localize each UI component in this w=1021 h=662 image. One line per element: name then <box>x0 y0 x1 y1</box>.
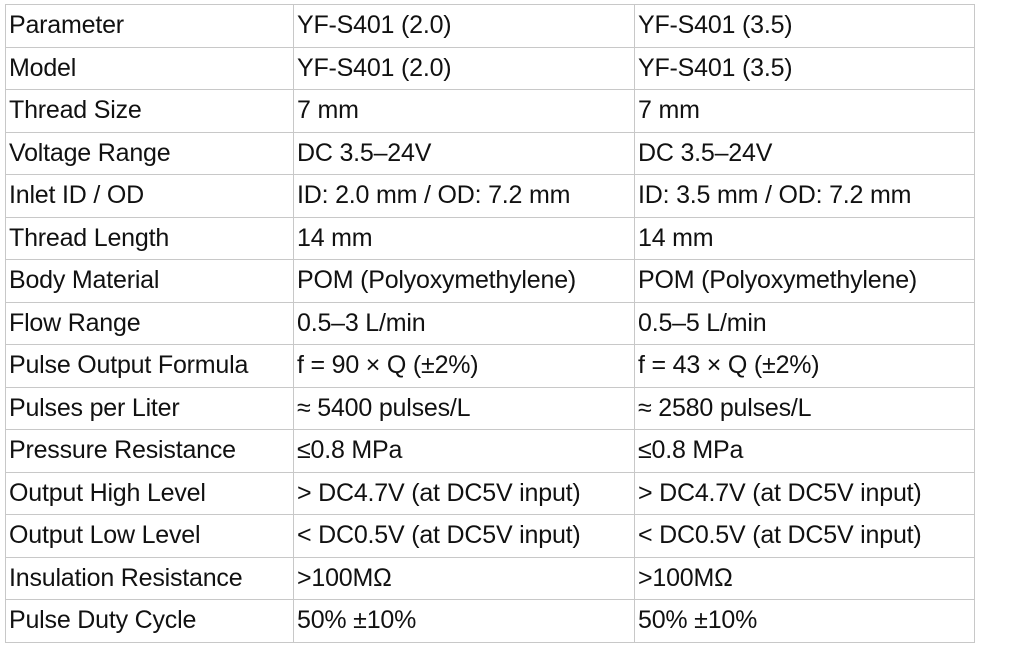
table-row: Pulses per Liter ≈ 5400 pulses/L ≈ 2580 pu… <box>5 386 975 430</box>
table-row: Pressure Resistance ≤0.8 MPa ≤0.8 MPa <box>5 429 975 473</box>
table-row: Thread Size 7 mm 7 mm <box>5 89 975 133</box>
table-cell: Body Material <box>5 259 294 303</box>
table-cell: 50% ±10% <box>634 599 975 643</box>
table-body: Parameter YF-S401 (2.0) YF-S401 (3.5) Model… <box>5 4 975 643</box>
table-cell: < DC0.5V (at DC5V input) <box>293 514 635 558</box>
table-row: Insulation Resistance >100MΩ >100MΩ <box>5 556 975 600</box>
table-cell: Pressure Resistance <box>5 429 294 473</box>
table-cell: YF-S401 (2.0) <box>293 4 635 48</box>
spec-table: Parameter YF-S401 (2.0) YF-S401 (3.5) Model… <box>5 4 975 643</box>
table-row: Voltage Range DC 3.5–24V DC 3.5–24V <box>5 131 975 175</box>
table-row: Pulse Output Formula f = 90 × Q (±2%) f = … <box>5 344 975 388</box>
table-cell: Voltage Range <box>5 131 294 175</box>
table-row: Model YF-S401 (2.0) YF-S401 (3.5) <box>5 46 975 90</box>
table-cell: DC 3.5–24V <box>293 131 635 175</box>
table-cell: f = 43 × Q (±2%) <box>634 344 975 388</box>
table-cell: YF-S401 (3.5) <box>634 4 975 48</box>
table-cell: ≈ 5400 pulses/L <box>293 386 635 430</box>
table-cell: 14 mm <box>293 216 635 260</box>
table-cell: 50% ±10% <box>293 599 635 643</box>
table-cell: ID: 3.5 mm / OD: 7.2 mm <box>634 174 975 218</box>
table-row: Output High Level > DC4.7V (at DC5V input… <box>5 471 975 515</box>
table-cell: f = 90 × Q (±2%) <box>293 344 635 388</box>
table-row: Body Material POM (Polyoxymethylene) POM (… <box>5 259 975 303</box>
table-cell: ≤0.8 MPa <box>293 429 635 473</box>
table-cell: >100MΩ <box>634 556 975 600</box>
table-cell: Flow Range <box>5 301 294 345</box>
table-cell: Parameter <box>5 4 294 48</box>
table-cell: >100MΩ <box>293 556 635 600</box>
table-row: Parameter YF-S401 (2.0) YF-S401 (3.5) <box>5 4 975 48</box>
table-cell: Thread Size <box>5 89 294 133</box>
table-cell: > DC4.7V (at DC5V input) <box>293 471 635 515</box>
table-cell: YF-S401 (3.5) <box>634 46 975 90</box>
table-cell: 14 mm <box>634 216 975 260</box>
table-cell: > DC4.7V (at DC5V input) <box>634 471 975 515</box>
table-cell: Model <box>5 46 294 90</box>
table-cell: Inlet ID / OD <box>5 174 294 218</box>
table-cell: ≈ 2580 pulses/L <box>634 386 975 430</box>
table-cell: Pulse Duty Cycle <box>5 599 294 643</box>
table-cell: ID: 2.0 mm / OD: 7.2 mm <box>293 174 635 218</box>
table-cell: Output Low Level <box>5 514 294 558</box>
table-cell: YF-S401 (2.0) <box>293 46 635 90</box>
table-cell: POM (Polyoxymethylene) <box>293 259 635 303</box>
table-cell: ≤0.8 MPa <box>634 429 975 473</box>
table-cell: Pulse Output Formula <box>5 344 294 388</box>
table-cell: 0.5–5 L/min <box>634 301 975 345</box>
table-cell: Pulses per Liter <box>5 386 294 430</box>
table-row: Thread Length 14 mm 14 mm <box>5 216 975 260</box>
table-cell: Thread Length <box>5 216 294 260</box>
table-cell: POM (Polyoxymethylene) <box>634 259 975 303</box>
table-row: Flow Range 0.5–3 L/min 0.5–5 L/min <box>5 301 975 345</box>
table-cell: Output High Level <box>5 471 294 515</box>
table-row: Inlet ID / OD ID: 2.0 mm / OD: 7.2 mm ID: … <box>5 174 975 218</box>
table-cell: Insulation Resistance <box>5 556 294 600</box>
table-cell: DC 3.5–24V <box>634 131 975 175</box>
table-row: Output Low Level < DC0.5V (at DC5V input)… <box>5 514 975 558</box>
table-cell: < DC0.5V (at DC5V input) <box>634 514 975 558</box>
table-cell: 7 mm <box>293 89 635 133</box>
table-cell: 0.5–3 L/min <box>293 301 635 345</box>
table-row: Pulse Duty Cycle 50% ±10% 50% ±10% <box>5 599 975 643</box>
table-cell: 7 mm <box>634 89 975 133</box>
